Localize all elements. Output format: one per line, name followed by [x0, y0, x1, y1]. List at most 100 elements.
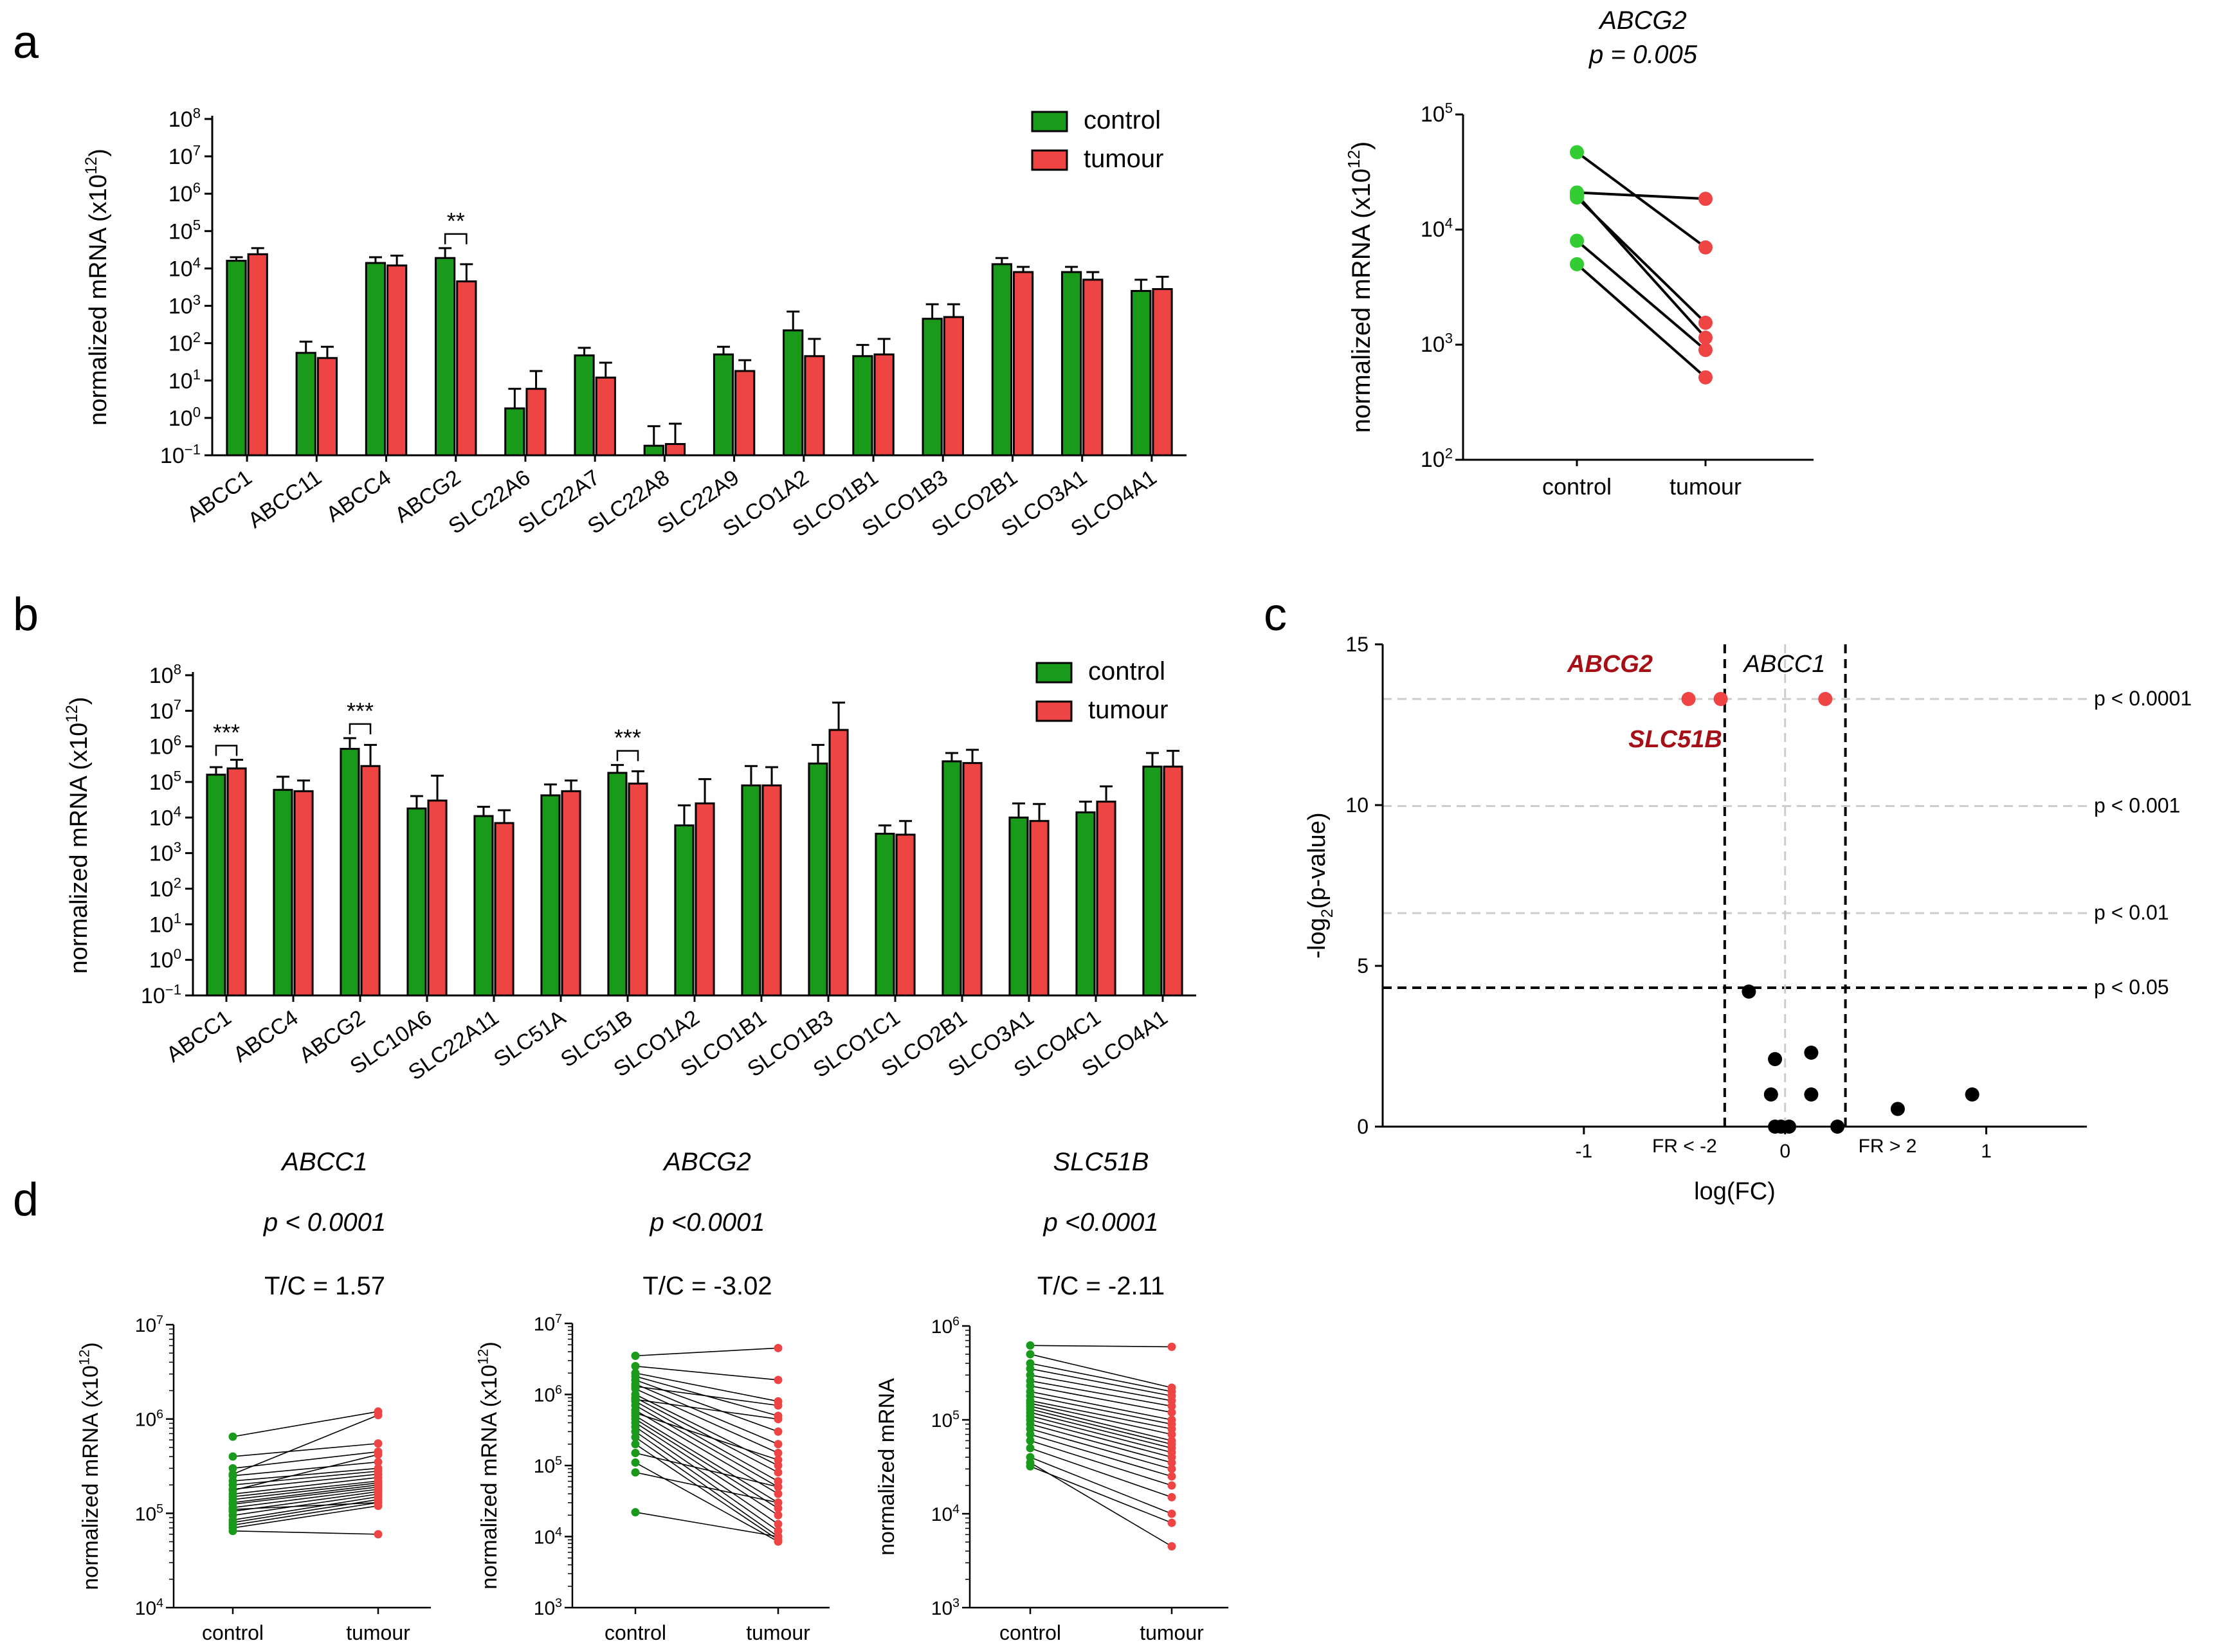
significant-gene-point: [1818, 692, 1833, 706]
y-tick-label: 103: [168, 292, 201, 319]
y-tick-label: 105: [168, 217, 201, 244]
pair-line: [232, 1530, 379, 1535]
panel-a-bar-chart: 10−1 100 101 102 103 104 105 106 107 108 normalize…: [83, 105, 1187, 541]
tumour-point: [1167, 1464, 1176, 1473]
y-axis-label: normalized mRNA: [875, 1378, 899, 1556]
gene-label-abcc1: ABCC1: [1743, 651, 1826, 678]
y-tick-label: 105: [135, 1502, 163, 1525]
y-tick-label: 105: [534, 1454, 562, 1477]
y-axis-label: normalized mRNA (x1012): [475, 1341, 502, 1589]
tumour-point: [774, 1520, 783, 1529]
y-tick-label: 103: [534, 1596, 562, 1619]
pair-line: [1030, 1402, 1172, 1435]
control-point: [1026, 1341, 1035, 1350]
bar-control: [713, 353, 734, 457]
legend-swatch-control: [1035, 662, 1073, 684]
x-tick-label: tumour: [746, 1621, 810, 1644]
x-tick-label: 0: [1779, 1141, 1790, 1162]
x-tick-label: -1: [1576, 1141, 1593, 1162]
tumour-point: [774, 1498, 783, 1507]
tumour-point: [774, 1415, 783, 1424]
pair-line: [1030, 1433, 1172, 1477]
pair-line: [1576, 191, 1706, 201]
bar-control: [273, 788, 293, 997]
pair-line: [1030, 1380, 1172, 1407]
threshold-label: p < 0.001: [2094, 794, 2180, 817]
pair-line: [635, 1347, 779, 1357]
pair-line: [1030, 1368, 1172, 1397]
tumour-point: [1167, 1518, 1176, 1527]
y-tick-label: 10−1: [160, 441, 201, 468]
control-point: [1026, 1370, 1035, 1379]
x-tick-label: ABCC11: [244, 465, 326, 533]
tumour-point: [774, 1449, 783, 1458]
pair-line: [1576, 263, 1707, 379]
y-tick-label: 100: [168, 404, 201, 431]
x-tick-label: 1: [1981, 1141, 1992, 1162]
bar-tumour: [1012, 271, 1034, 457]
x-tick-label: ABCC4: [229, 1005, 303, 1067]
control-point: [631, 1440, 640, 1449]
control-point: [631, 1362, 640, 1371]
y-tick-label: 104: [149, 804, 181, 831]
x-tick-label: control: [605, 1621, 666, 1644]
tumour-point: [1167, 1472, 1176, 1481]
significance-bracket: [349, 723, 372, 734]
control-point: [228, 1505, 237, 1514]
tumour-point: [1698, 370, 1713, 385]
tumour-point: [774, 1401, 783, 1410]
x-tick-label: tumour: [1670, 473, 1742, 500]
gene-point: [1768, 1052, 1783, 1066]
pair-line: [1030, 1462, 1172, 1547]
y-axis-label: normalized mRNA (x1012): [1344, 141, 1376, 433]
bar-control: [406, 807, 427, 997]
tumour-point: [374, 1530, 383, 1539]
tumour-point: [374, 1450, 383, 1459]
chart-title: SLC51B: [1053, 1148, 1149, 1176]
y-tick-label: 106: [135, 1408, 163, 1431]
pair-line: [1030, 1408, 1172, 1445]
significant-gene-point: [1681, 692, 1696, 706]
p-value-label: p <0.0001: [649, 1208, 765, 1237]
threshold-label: p < 0.0001: [2094, 687, 2192, 710]
p-value-label: p < 0.0001: [263, 1208, 386, 1237]
panel-d-slc51b-plot: 103 104 105 106 normalized mRNA control tumour…: [875, 1148, 1228, 1644]
pair-line: [635, 1444, 779, 1541]
control-point: [1026, 1444, 1035, 1453]
control-point: [631, 1382, 640, 1391]
bar-control: [991, 263, 1012, 457]
y-tick-label: 105: [931, 1408, 960, 1431]
legend-label-tumour: tumour: [1088, 696, 1169, 724]
pair-line: [232, 1502, 379, 1511]
control-point: [1570, 145, 1584, 159]
control-point: [631, 1468, 640, 1477]
pair-line: [1030, 1428, 1172, 1470]
tumour-point: [1167, 1481, 1176, 1490]
x-tick-label: ABCC1: [183, 465, 257, 527]
gene-point: [1965, 1087, 1979, 1102]
gene-label-slc51b: SLC51B: [1628, 726, 1722, 753]
bar-control: [473, 815, 494, 997]
pair-line: [232, 1493, 379, 1516]
panel-label-a: a: [13, 17, 39, 68]
pair-line: [232, 1489, 379, 1509]
ratio-label: T/C = -3.02: [642, 1272, 772, 1300]
significance-label: **: [447, 208, 465, 234]
control-point: [1570, 233, 1584, 248]
pair-line: [635, 1419, 779, 1509]
control-point: [1026, 1350, 1035, 1359]
pair-line: [635, 1365, 779, 1381]
bar-tumour: [427, 799, 448, 997]
tumour-point: [1167, 1542, 1176, 1551]
control-point: [228, 1432, 237, 1441]
tumour-point: [1167, 1430, 1176, 1439]
control-point: [228, 1527, 237, 1536]
y-tick-label: 105: [1421, 100, 1453, 127]
y-tick-label: 104: [168, 255, 201, 282]
pair-line: [1030, 1400, 1172, 1430]
pair-line: [1030, 1405, 1172, 1442]
pair-line: [232, 1442, 379, 1457]
pair-line: [1030, 1415, 1172, 1453]
y-tick-label: 106: [149, 732, 181, 759]
tumour-point: [774, 1511, 783, 1520]
